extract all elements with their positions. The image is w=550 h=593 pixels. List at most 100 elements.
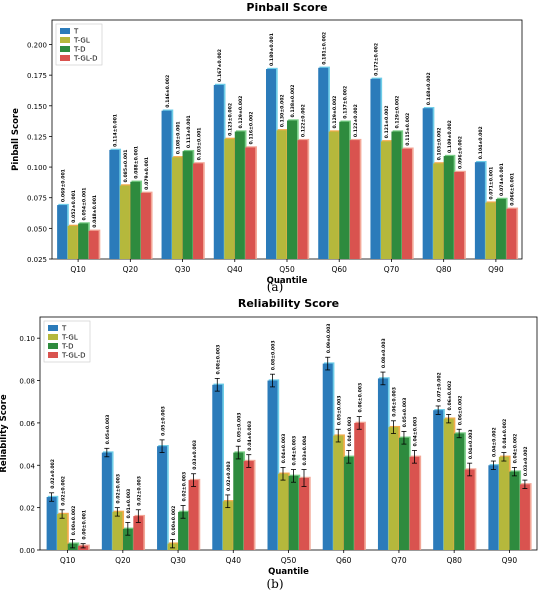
data-label: 0.148±0.002 xyxy=(426,72,432,105)
x-tick-label: Q70 xyxy=(391,556,407,565)
data-label: 0.04±0.002 xyxy=(502,419,508,449)
bar-t xyxy=(161,110,172,259)
data-label: 0.137±0.002 xyxy=(342,86,348,119)
data-label: 0.071±0.001 xyxy=(489,167,495,200)
legend-swatch xyxy=(60,46,70,52)
bar-t-gl xyxy=(57,513,68,550)
data-label: 0.069±0.001 xyxy=(60,169,66,202)
data-label: 0.08±0.003 xyxy=(216,345,222,375)
data-label: 0.07±0.002 xyxy=(436,372,442,402)
y-tick-label: 0.150 xyxy=(27,103,47,111)
y-tick-label: 0.10 xyxy=(19,335,35,343)
y-tick-label: 0.02 xyxy=(19,505,35,513)
data-label: 0.00±0.001 xyxy=(81,510,87,540)
bar-t-d xyxy=(234,131,245,259)
y-tick-label: 0.175 xyxy=(27,72,47,80)
legend-swatch xyxy=(60,37,70,43)
bar-t-gl-d xyxy=(349,140,360,259)
data-label: 0.103±0.002 xyxy=(436,127,442,160)
bar-t-gl xyxy=(485,202,496,259)
data-label: 0.01±0.003 xyxy=(126,489,132,519)
data-label: 0.114±0.001 xyxy=(113,114,119,147)
legend-label: T-GL-D xyxy=(73,55,98,63)
bar-t-gl xyxy=(119,185,130,259)
bar-t-d xyxy=(495,198,506,259)
bar-t-d xyxy=(233,452,244,550)
data-label: 0.02±0.003 xyxy=(226,461,232,491)
y-tick-label: 0.04 xyxy=(19,462,35,470)
x-tick-label: Q50 xyxy=(279,265,295,274)
legend-swatch xyxy=(48,352,58,358)
legend-label: T-GL xyxy=(73,37,90,45)
bar-t-d xyxy=(391,131,402,259)
bar-t-gl xyxy=(278,473,288,550)
legend-swatch xyxy=(48,343,58,349)
bar-t-gl-d xyxy=(299,477,309,550)
x-tick-label: Q70 xyxy=(384,265,400,274)
data-label: 0.103±0.001 xyxy=(196,127,202,160)
bar-t-gl xyxy=(224,138,235,259)
data-label: 0.052±0.001 xyxy=(71,190,77,223)
bar-t-gl-d xyxy=(140,192,151,259)
data-label: 0.05±0.003 xyxy=(402,398,408,428)
y-tick-label: 0.025 xyxy=(27,256,47,264)
x-tick-label: Q60 xyxy=(331,265,347,274)
data-label: 0.02±0.003 xyxy=(137,476,143,506)
data-label: 0.180±0.001 xyxy=(269,33,275,66)
bar-t-gl-d xyxy=(409,456,420,550)
bar-t-gl xyxy=(433,163,444,259)
pinball-score-chart: Pinball Score 0.025 0.050 0.075 0.100 0.125 0.… xyxy=(11,1,523,286)
bar-t-gl-d xyxy=(133,516,144,550)
data-label: 0.03±0.004 xyxy=(302,436,308,466)
bar-t xyxy=(157,446,168,550)
data-label: 0.122±0.002 xyxy=(353,104,359,137)
bar-t-d xyxy=(287,120,297,259)
data-label: 0.08±0.003 xyxy=(381,338,387,368)
y-tick-label: 0.06 xyxy=(19,420,35,428)
bar-t-d xyxy=(288,475,299,550)
legend-swatch xyxy=(48,334,58,340)
data-label: 0.06±0.003 xyxy=(357,383,363,413)
bar-t-gl xyxy=(333,435,344,550)
bar-t-d xyxy=(78,223,89,259)
bar-t-gl xyxy=(380,141,391,259)
data-label: 0.06±0.002 xyxy=(457,396,463,426)
bar-t-gl-d xyxy=(354,422,365,550)
legend-label: T-GL-D xyxy=(61,352,86,360)
y-axis-label: Pinball Score xyxy=(11,108,21,171)
y-tick-label: 0.200 xyxy=(27,42,47,50)
x-tick-label: Q90 xyxy=(488,265,504,274)
data-label: 0.04±0.003 xyxy=(247,421,253,451)
x-tick-label: Q60 xyxy=(336,556,352,565)
data-label: 0.054±0.001 xyxy=(81,188,87,221)
x-tick-label: Q30 xyxy=(175,265,191,274)
bar-t xyxy=(46,497,57,550)
x-tick-label: Q50 xyxy=(281,556,297,565)
data-label: 0.129±0.002 xyxy=(238,96,244,129)
reliability-score-chart: Reliability Score 0.00 0.02 0.04 0.06 0.08 0.1… xyxy=(0,297,538,575)
bar-t-gl xyxy=(112,511,123,550)
data-label: 0.130±0.002 xyxy=(280,94,286,127)
y-tick-label: 0.08 xyxy=(19,378,35,386)
data-label: 0.104±0.002 xyxy=(478,126,484,159)
bar-t-gl xyxy=(388,427,399,550)
data-label: 0.167±0.002 xyxy=(217,49,223,82)
bar-t xyxy=(422,108,433,259)
bar-t-gl xyxy=(443,418,454,550)
x-tick-label: Q90 xyxy=(502,556,518,565)
bar-t-gl xyxy=(222,501,233,550)
bar-t-gl-d xyxy=(519,484,530,550)
bar-t xyxy=(433,410,444,550)
data-label: 0.079±0.001 xyxy=(144,157,150,190)
legend-label: T-D xyxy=(61,343,74,351)
bar-t-gl-d xyxy=(193,163,204,259)
data-label: 0.03±0.003 xyxy=(192,440,198,470)
chart-title: Pinball Score xyxy=(246,1,327,14)
data-label: 0.04±0.003 xyxy=(281,434,287,464)
x-tick-label: Q40 xyxy=(226,556,242,565)
legend-label: T-D xyxy=(73,46,86,54)
bar-t-gl-d xyxy=(454,171,465,259)
y-tick-label: 0.050 xyxy=(27,225,47,233)
data-label: 0.085±0.001 xyxy=(123,150,129,183)
